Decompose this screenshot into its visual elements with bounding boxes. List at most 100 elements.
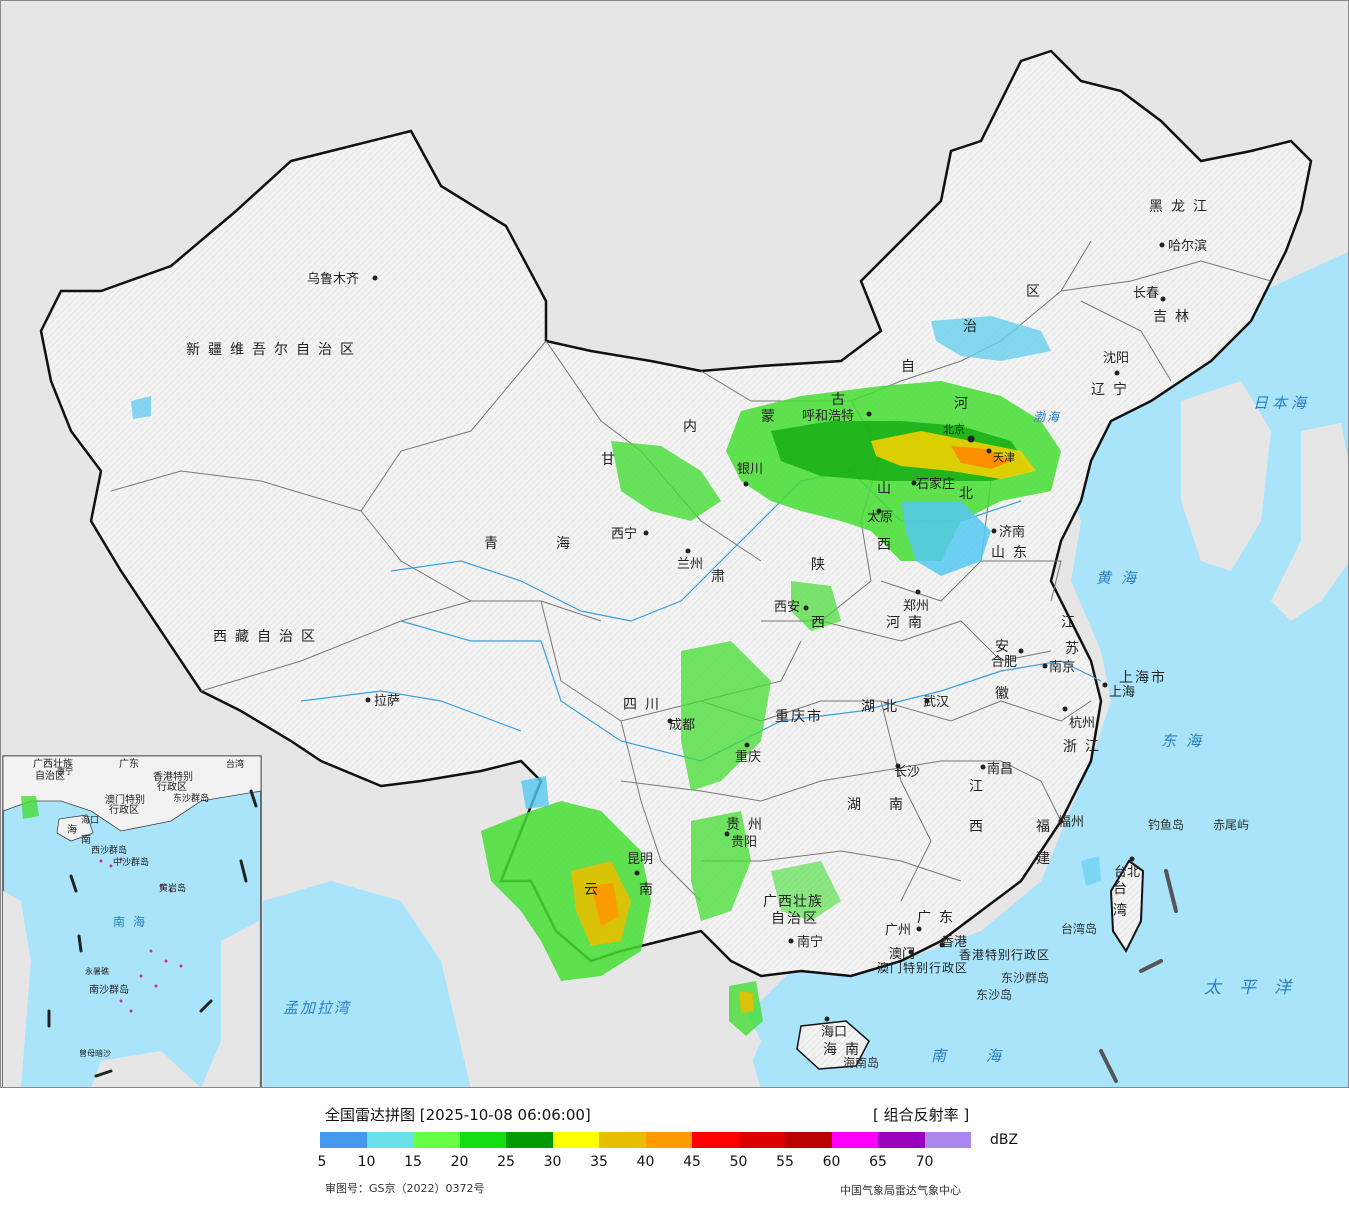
inset-nn: 南宁 bbox=[57, 766, 73, 776]
isle-diaoyudao: 钓鱼岛 bbox=[1148, 817, 1184, 832]
city-xian: 西安 bbox=[774, 600, 800, 615]
korea-japan-land bbox=[1181, 381, 1271, 571]
echo-north-blue bbox=[901, 501, 991, 576]
inset-zsqd: 中沙群岛 bbox=[113, 856, 149, 868]
city-zhengzhou: 郑州 bbox=[903, 599, 929, 614]
label-yunnan-1: 云 bbox=[584, 882, 606, 898]
sea-ribenhai: 日本海 bbox=[1253, 394, 1310, 412]
legend-tick: 70 bbox=[915, 1154, 934, 1170]
label-guizhou: 贵州 bbox=[726, 817, 770, 833]
legend-panel: 全国雷达拼图 [2025-10-08 06:06:00] [ 组合反射率 ] d… bbox=[0, 1088, 1349, 1208]
city-harbin: 哈尔滨 bbox=[1168, 238, 1207, 254]
legend-product-type: [ 组合反射率 ] bbox=[873, 1106, 970, 1124]
inset-yxj: 永暑礁 bbox=[85, 966, 109, 976]
inset-mo2: 行政区 bbox=[109, 803, 139, 816]
label-yunnan-2: 南 bbox=[639, 882, 661, 898]
label-nmg-3: 古 bbox=[831, 392, 853, 408]
isle-dongshadao: 东沙岛 bbox=[976, 987, 1012, 1002]
echo-guangxi-green bbox=[771, 861, 841, 921]
label-qinghai-2: 海 bbox=[556, 536, 578, 552]
label-shaanxi-2: 西 bbox=[811, 615, 833, 631]
city-guiyang: 贵阳 bbox=[731, 835, 757, 850]
label-chongqing: 重庆市 bbox=[775, 708, 823, 725]
province-labels: 新疆维吾尔自治区 西藏自治区 青 海 甘 肃 内 蒙 古 自 治 区 黑龙江 吉… bbox=[186, 199, 1207, 1058]
inset-hn: 海 bbox=[67, 823, 77, 836]
inset-hn2: 南 bbox=[81, 833, 91, 846]
inset-mo: 澳门特别 bbox=[105, 793, 145, 806]
ocean-bay-of-bengal bbox=[263, 881, 471, 1087]
sea-bohai: 渤海 bbox=[1033, 410, 1061, 424]
label-macau: 澳门特别行政区 bbox=[877, 960, 968, 975]
inset-gx2: 自治区 bbox=[35, 769, 65, 782]
legend-tick: 35 bbox=[590, 1154, 608, 1170]
city-chongqing: 重庆 bbox=[735, 749, 761, 765]
map-canvas: 新疆维吾尔自治区 西藏自治区 青 海 甘 肃 内 蒙 古 自 治 区 黑龙江 吉… bbox=[2, 49, 1348, 1087]
legend-unit: dBZ bbox=[990, 1132, 1019, 1148]
label-gansu-2: 肃 bbox=[711, 569, 733, 585]
inset-hk-city: 海口 bbox=[81, 814, 99, 826]
city-hefei: 合肥 bbox=[991, 655, 1017, 670]
legend-swatch-13 bbox=[924, 1132, 971, 1148]
legend-tick: 40 bbox=[636, 1154, 655, 1170]
legend-tick: 5 bbox=[317, 1154, 327, 1170]
city-hohhot: 呼和浩特 bbox=[802, 409, 854, 424]
sea-labels: 渤海 黄海 东海 南海 日本海 太平洋 孟加拉湾 bbox=[283, 394, 1310, 1065]
japan-land bbox=[1271, 421, 1348, 621]
inset-nh2: 海 bbox=[133, 914, 145, 929]
sea-huanghai: 黄海 bbox=[1096, 569, 1146, 587]
city-labels: 乌鲁木齐 拉萨 西宁 兰州 银川 呼和浩特 北京 天津 石家庄 太原 济南 郑州… bbox=[307, 238, 1207, 1040]
echo-guizhou-green bbox=[691, 811, 751, 921]
south-sea-inset: 广西壮族 自治区 南宁 广东 香港特别 行政区 澳门特别 行政区 台湾 东沙群岛… bbox=[2, 755, 262, 1087]
sea-mengjialawan: 孟加拉湾 bbox=[283, 999, 352, 1017]
isle-dongshaqundao: 东沙群岛 bbox=[1001, 970, 1049, 985]
inset-nsqd: 南沙群岛 bbox=[89, 983, 129, 996]
city-beijing: 北京 bbox=[943, 422, 965, 436]
legend-tick: 65 bbox=[869, 1154, 887, 1170]
city-hongkong: 香港 bbox=[941, 935, 967, 950]
label-shaanxi-1: 陕 bbox=[811, 557, 833, 573]
city-nanchang: 南昌 bbox=[987, 761, 1013, 777]
taiwan-land bbox=[1109, 859, 1145, 954]
echo-vietnam-yellow bbox=[739, 991, 753, 1013]
legend-swatch-6 bbox=[599, 1132, 646, 1148]
label-anhui-2: 徽 bbox=[995, 686, 1017, 702]
legend-swatch-5 bbox=[552, 1132, 599, 1148]
city-taiyuan: 太原 bbox=[867, 510, 893, 525]
echo-yunnan-orange bbox=[591, 883, 619, 926]
label-nmg-5: 治 bbox=[963, 319, 985, 335]
label-shanghai: 上海市 bbox=[1119, 669, 1167, 686]
inset-echo bbox=[21, 796, 39, 819]
label-sichuan: 四川 bbox=[623, 697, 667, 713]
legend-swatch-3 bbox=[459, 1132, 506, 1148]
legend-tick: 50 bbox=[729, 1154, 748, 1170]
echo-xinjiang-blue bbox=[131, 396, 151, 419]
label-shandong: 山东 bbox=[991, 545, 1035, 561]
city-changsha: 长沙 bbox=[894, 765, 920, 780]
inset-gx: 广西壮族 bbox=[33, 757, 73, 770]
label-jiangxi-2: 西 bbox=[969, 819, 991, 835]
city-urumqi: 乌鲁木齐 bbox=[307, 271, 359, 287]
city-nanning: 南宁 bbox=[797, 934, 823, 950]
label-shanxi-2: 西 bbox=[877, 537, 899, 553]
legend-tick: 15 bbox=[404, 1154, 422, 1170]
label-henan: 河南 bbox=[886, 615, 930, 631]
echo-taiwan-blue bbox=[1081, 856, 1101, 886]
island-labels: 钓鱼岛 赤尾屿 台湾岛 东沙群岛 东沙岛 海南岛 bbox=[843, 817, 1249, 1070]
city-haikou: 海口 bbox=[821, 1025, 847, 1040]
legend-color-bar bbox=[320, 1132, 971, 1148]
label-taiwan-1: 台 bbox=[1113, 881, 1135, 897]
isle-chiweiyu: 赤尾屿 bbox=[1213, 818, 1249, 832]
label-jiangxi-1: 江 bbox=[969, 779, 991, 795]
echo-ne-blue bbox=[931, 316, 1051, 361]
label-hongkong: 香港特别行政区 bbox=[959, 947, 1050, 962]
city-shanghai: 上海 bbox=[1109, 685, 1135, 700]
label-guangxi-1: 广西壮族 bbox=[763, 894, 823, 910]
inset-nh: 南 bbox=[113, 914, 125, 929]
inset-tw: 台湾 bbox=[226, 758, 244, 770]
echo-sw-green bbox=[681, 641, 771, 791]
label-fujian-2: 建 bbox=[1036, 851, 1058, 867]
city-changchun: 长春 bbox=[1133, 286, 1159, 301]
legend-title: 全国雷达拼图 [2025-10-08 06:06:00] bbox=[325, 1106, 591, 1124]
radar-map: 新疆维吾尔自治区 西藏自治区 青 海 甘 肃 内 蒙 古 自 治 区 黑龙江 吉… bbox=[0, 0, 1349, 1088]
legend-swatch-1 bbox=[366, 1132, 413, 1148]
